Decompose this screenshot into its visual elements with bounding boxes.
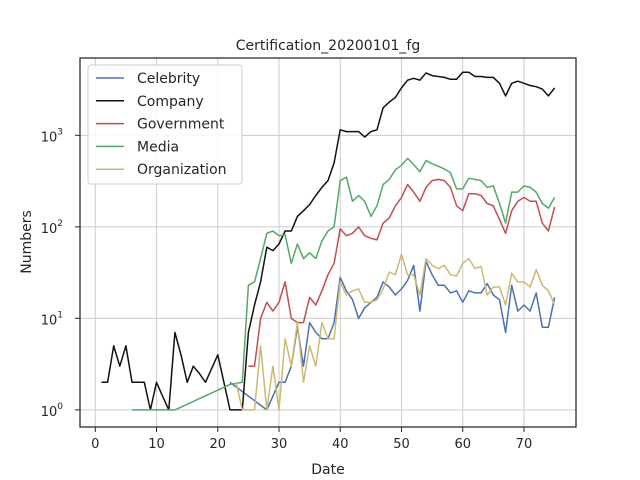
legend-label-media: Media [137, 139, 179, 155]
legend-label-government: Government [137, 117, 225, 133]
y-tick-label: 100 [41, 402, 64, 420]
chart-title: Certification_20200101_fg [236, 38, 421, 54]
legend-label-company: Company [137, 94, 204, 110]
plot-frame [79, 57, 577, 428]
y-axis-label: Numbers [19, 210, 35, 274]
y-tick-exponent: 2 [57, 219, 63, 229]
y-tick-label: 103 [41, 127, 63, 145]
y-tick-exponent: 0 [57, 402, 63, 412]
x-tick-label: 0 [91, 437, 99, 452]
y-tick-exponent: 3 [57, 127, 63, 137]
series-line-organization [235, 253, 556, 411]
legend-label-organization: Organization [137, 162, 227, 178]
legend-box [87, 64, 243, 185]
x-tick-label: 70 [516, 437, 533, 452]
y-tick-base: 10 [41, 130, 58, 145]
x-axis-label: Date [311, 462, 344, 478]
y-tick-label: 102 [41, 219, 63, 237]
y-tick-base: 10 [41, 405, 58, 420]
x-tick-label: 20 [210, 437, 227, 452]
x-tick-label: 40 [332, 437, 349, 452]
legend-label-celebrity: Celebrity [137, 71, 200, 87]
series-line-celebrity [229, 260, 556, 411]
series-line-company [101, 71, 556, 411]
x-axis-ticks: 0 10 20 30 40 50 60 70 [91, 427, 532, 452]
series-lines [101, 71, 556, 411]
x-tick-label: 60 [454, 437, 471, 452]
series-line-media [132, 157, 556, 411]
legend: Celebrity Company Government Media Organizat… [87, 64, 243, 185]
x-tick-label: 50 [393, 437, 410, 452]
x-tick-label: 10 [148, 437, 165, 452]
y-tick-base: 10 [41, 313, 58, 328]
y-tick-label: 101 [41, 310, 63, 328]
y-tick-base: 10 [41, 222, 58, 237]
x-tick-label: 30 [271, 437, 288, 452]
y-tick-exponent: 1 [57, 310, 63, 320]
series-line-government [248, 178, 556, 367]
